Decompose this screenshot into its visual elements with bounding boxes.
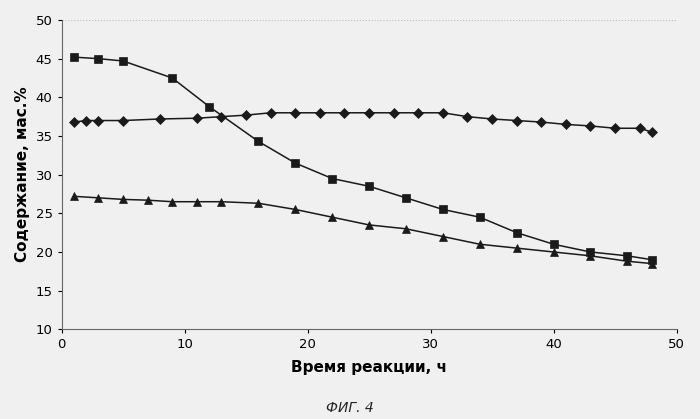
Text: ФИГ. 4: ФИГ. 4 bbox=[326, 401, 374, 415]
Y-axis label: Содержание, мас.%: Содержание, мас.% bbox=[15, 87, 30, 262]
X-axis label: Время реакции, ч: Время реакции, ч bbox=[291, 360, 447, 375]
